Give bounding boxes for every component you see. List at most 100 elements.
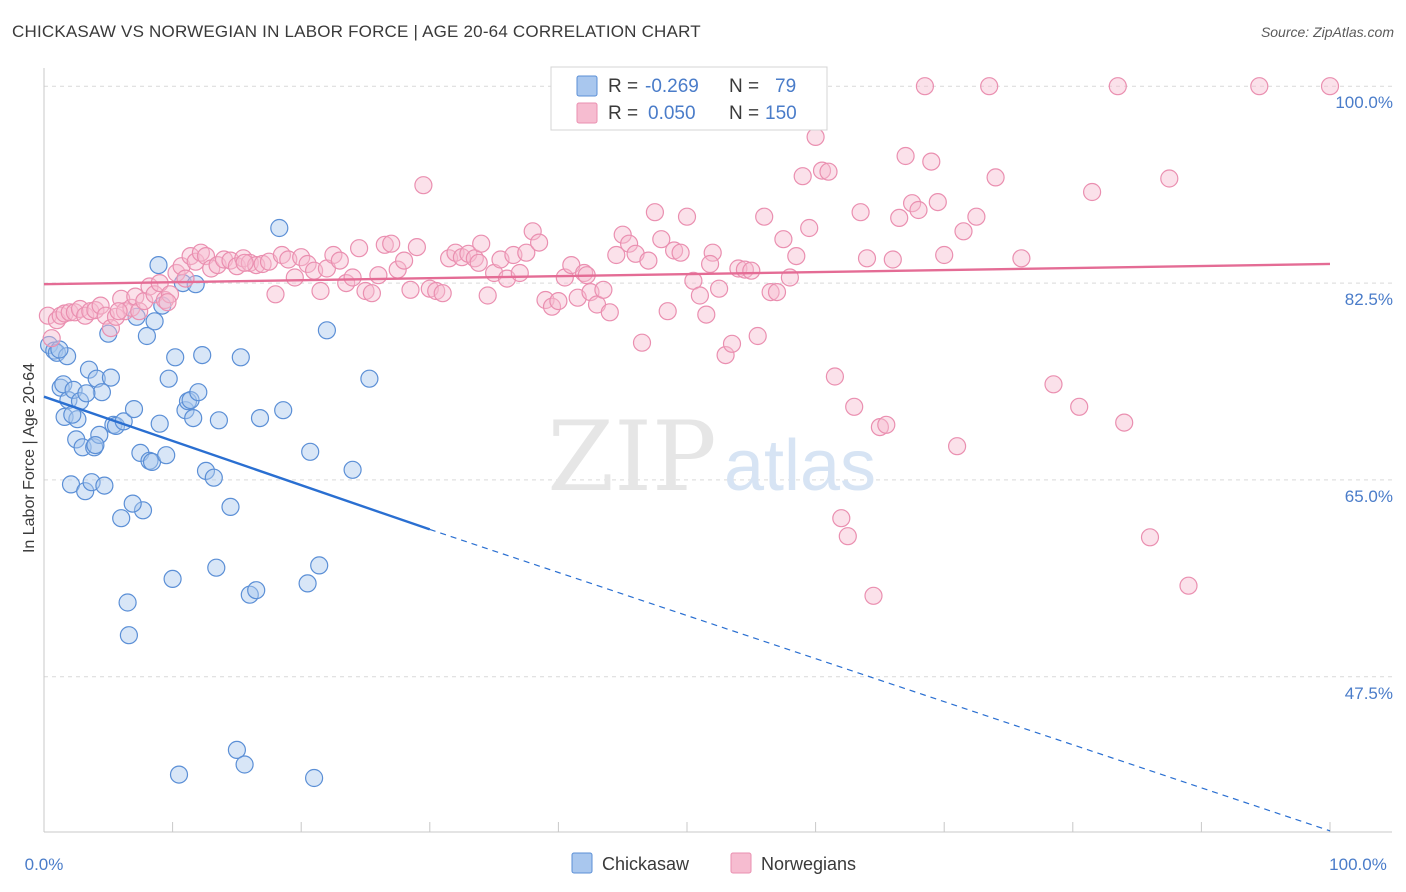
trend-lines — [43, 262, 1331, 832]
chickasaw-point — [274, 401, 293, 420]
norwegian-point — [155, 290, 174, 310]
norwegian-point — [639, 251, 658, 270]
chickasaw-point — [310, 556, 329, 575]
legend-swatch-chickasaw — [571, 852, 593, 874]
norwegian-point — [1160, 169, 1179, 188]
chickasaw-point — [207, 558, 226, 577]
norwegian-point — [126, 287, 145, 306]
source-credit: Source: ZipAtlas.com — [1260, 24, 1394, 40]
norwegian-point — [613, 225, 632, 244]
chickasaw-point — [250, 409, 270, 428]
norwegian-point — [742, 261, 761, 280]
norwegian-point — [369, 266, 388, 285]
norwegian-point — [697, 305, 716, 324]
legend-n-value-norwegian: 150 — [765, 103, 797, 124]
norwegian-point — [1044, 375, 1063, 394]
norwegian-point — [645, 203, 665, 222]
norwegian-point — [800, 218, 819, 238]
chickasaw-point — [145, 312, 164, 331]
norwegian-point — [60, 303, 79, 322]
norwegian-point — [690, 286, 710, 305]
legend-label-chickasaw: Chickasaw — [602, 854, 690, 874]
norwegian-point — [755, 207, 774, 226]
norwegian-point — [285, 268, 304, 287]
norwegian-point — [375, 235, 394, 254]
norwegian-point — [1070, 397, 1089, 416]
axes — [43, 68, 1392, 833]
norwegian-point — [472, 234, 491, 253]
norwegian-point — [109, 302, 128, 321]
norwegian-point — [619, 234, 639, 253]
chickasaw-point — [124, 400, 144, 419]
chickasaw-point — [159, 369, 178, 388]
chickasaw-point — [235, 755, 254, 774]
norwegian-point — [915, 77, 935, 96]
norwegian-point — [1108, 77, 1127, 96]
norwegian-point — [600, 303, 619, 322]
chickasaw-point — [298, 574, 317, 593]
chickasaw-point — [360, 369, 379, 388]
watermark-zip: ZIP — [547, 401, 716, 513]
norwegian-point — [838, 527, 857, 546]
norwegian-point — [382, 234, 401, 253]
legend-label-norwegian: Norwegians — [761, 854, 856, 874]
norwegian-point — [1082, 182, 1102, 202]
norwegian-point — [594, 280, 613, 299]
norwegian-point — [395, 251, 414, 270]
norwegian-point — [478, 286, 497, 305]
norwegian-point — [857, 249, 877, 268]
chickasaw-point — [163, 569, 182, 589]
chickasaw-point — [166, 348, 185, 367]
norwegian-point — [902, 194, 922, 213]
chickasaw-point — [301, 442, 320, 461]
watermark-atlas: atlas — [724, 426, 876, 506]
norwegian-point — [266, 285, 285, 304]
chickasaw-point — [317, 321, 336, 340]
norwegian-point — [819, 162, 838, 181]
chickasaw-point — [92, 383, 112, 402]
chickasaw-point — [150, 414, 169, 433]
x-tick-label: 0.0% — [25, 855, 64, 874]
norwegian-point — [191, 243, 210, 262]
chickasaw-point — [123, 494, 142, 513]
legend-r-value-norwegian: 0.050 — [648, 103, 696, 124]
chickasaw-point — [95, 476, 114, 495]
norwegian-point — [350, 239, 369, 258]
norwegian-point — [947, 437, 967, 456]
norwegian-point — [42, 329, 61, 348]
chickasaw-point — [186, 275, 205, 294]
norwegian-point — [330, 251, 349, 270]
tick-labels: 100.0% 82.5% 65.0% 47.5% 0.0% 100.0% — [25, 93, 1393, 874]
norwegian-point — [343, 268, 362, 287]
norwegian-point — [574, 263, 594, 283]
legend-r-label: R = — [608, 103, 638, 124]
x-tick-label: 100.0% — [1329, 855, 1387, 874]
y-axis-title: In Labor Force | Age 20-64 — [21, 363, 38, 553]
norwegian-point — [671, 243, 690, 262]
norwegian-point — [954, 222, 973, 241]
norwegian-point — [787, 247, 806, 266]
chickasaw-point — [231, 348, 250, 367]
chickasaw-point — [189, 383, 208, 402]
norwegian-point — [158, 293, 177, 312]
norwegian-point — [130, 302, 149, 321]
norwegian-point — [433, 284, 452, 303]
norwegian-point — [922, 152, 941, 171]
chickasaw-point — [87, 369, 106, 388]
norwegian-point — [101, 319, 121, 338]
legend-n-label: N = — [729, 76, 759, 97]
series-legend: Chickasaw Norwegians — [571, 852, 856, 874]
norwegian-point — [716, 346, 735, 365]
norwegian-point — [986, 168, 1005, 187]
norwegian-point — [700, 254, 720, 274]
norwegian-point — [909, 200, 928, 220]
norwegian-point — [793, 167, 812, 186]
norwegian-point — [1115, 413, 1134, 432]
chickasaw-point — [209, 411, 228, 430]
norwegian-point — [632, 333, 652, 352]
norwegian-point — [877, 415, 896, 434]
norwegian-point — [883, 250, 902, 269]
norwegian-point — [523, 222, 542, 241]
chickasaw-point — [184, 409, 203, 428]
norwegian-point — [298, 254, 317, 274]
